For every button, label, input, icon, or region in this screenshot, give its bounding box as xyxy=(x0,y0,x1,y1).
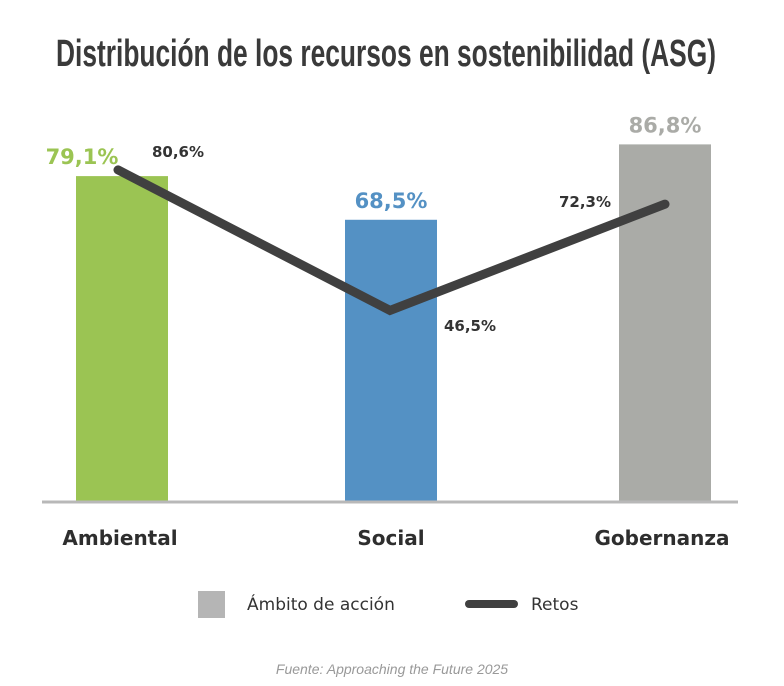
bar-value-label: 79,1% xyxy=(46,145,119,169)
source-note: Fuente: Approaching the Future 2025 xyxy=(276,661,508,677)
bar-ambiental xyxy=(76,176,168,502)
bar-social xyxy=(345,219,437,502)
line-value-label: 46,5% xyxy=(444,317,496,335)
bar-gobernanza xyxy=(619,144,711,502)
bar-value-label: 86,8% xyxy=(629,113,702,137)
legend: Ámbito de acción Retos xyxy=(198,591,579,618)
chart-title: Distribución de los recursos en sostenib… xyxy=(56,33,716,75)
bar-value-label: 68,5% xyxy=(355,189,428,213)
category-label: Social xyxy=(357,526,424,550)
category-label: Ambiental xyxy=(62,526,177,550)
line-value-label: 80,6% xyxy=(152,143,204,161)
legend-swatch-bar xyxy=(198,591,225,618)
category-label: Gobernanza xyxy=(594,526,729,550)
line-value-label: 72,3% xyxy=(559,193,611,211)
legend-label-line: Retos xyxy=(531,595,579,615)
legend-label-bar: Ámbito de acción xyxy=(247,593,395,615)
